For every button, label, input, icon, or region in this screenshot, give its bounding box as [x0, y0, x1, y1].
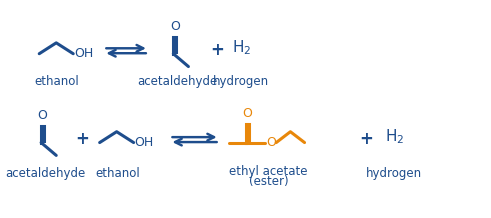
Text: +: +	[359, 130, 373, 148]
Text: ethyl acetate: ethyl acetate	[229, 165, 308, 178]
Text: O: O	[38, 109, 48, 122]
Text: acetaldehyde: acetaldehyde	[137, 75, 217, 89]
Text: OH: OH	[135, 136, 154, 149]
Text: hydrogen: hydrogen	[366, 167, 422, 180]
Text: (ester): (ester)	[249, 175, 289, 188]
Text: +: +	[76, 130, 89, 148]
Text: H$_2$: H$_2$	[384, 127, 404, 146]
Text: acetaldehyde: acetaldehyde	[5, 167, 85, 180]
Text: OH: OH	[74, 47, 93, 60]
Text: ethanol: ethanol	[35, 75, 80, 89]
Text: hydrogen: hydrogen	[213, 75, 270, 89]
Text: H$_2$: H$_2$	[232, 38, 251, 57]
Text: ethanol: ethanol	[95, 167, 140, 180]
Text: +: +	[210, 41, 224, 59]
Text: O: O	[170, 20, 180, 33]
Text: O: O	[243, 107, 252, 120]
Text: O: O	[266, 136, 276, 149]
